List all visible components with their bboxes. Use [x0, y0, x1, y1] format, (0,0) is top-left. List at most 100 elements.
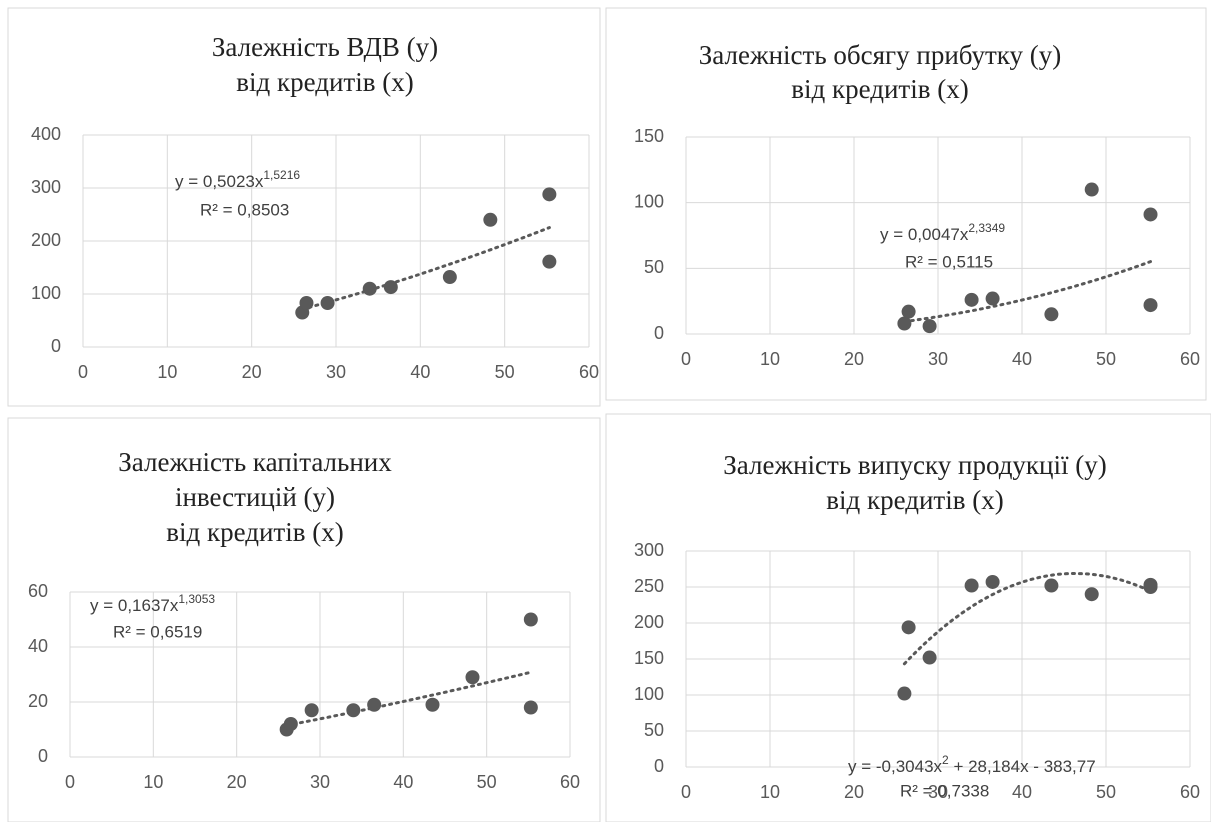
data-point [964, 292, 979, 307]
x-tick-label: 20 [242, 362, 262, 382]
x-tick-label: 50 [495, 362, 515, 382]
data-point [897, 316, 912, 331]
x-tick-label: 10 [760, 349, 780, 369]
x-tick-label: 40 [1012, 782, 1032, 802]
y-tick-label: 60 [28, 581, 48, 601]
y-tick-label: 100 [634, 684, 664, 704]
x-tick-label: 60 [1180, 782, 1200, 802]
y-tick-label: 200 [634, 612, 664, 632]
chart-frame [7, 417, 601, 822]
equation-part: y = 0,5023x [175, 172, 264, 191]
data-point [922, 650, 937, 665]
data-point [283, 717, 298, 731]
chart-panel: Залежність обсягу прибутку (у) від кредит… [605, 7, 1207, 401]
data-point [1143, 298, 1158, 313]
x-tick-label: 40 [1012, 349, 1032, 369]
x-tick-label: 20 [844, 349, 864, 369]
x-tick-label: 60 [560, 772, 580, 792]
trendline-equation: y = 0,5023x1,5216 [175, 168, 300, 191]
data-point [523, 700, 538, 715]
data-point [1044, 578, 1059, 593]
data-point [346, 703, 361, 718]
y-tick-label: 200 [31, 230, 61, 250]
x-tick-label: 10 [157, 362, 177, 382]
data-point [465, 670, 480, 685]
data-point [985, 574, 1000, 589]
x-tick-label: 50 [477, 772, 497, 792]
trendline-equation: y = 0,0047x2,3349 [880, 221, 1005, 244]
chart-title: від кредитів (х) [236, 67, 413, 97]
x-tick-label: 0 [78, 362, 88, 382]
trendline [902, 260, 1152, 324]
y-tick-label: 150 [634, 648, 664, 668]
x-tick-label: 20 [844, 782, 864, 802]
x-tick-label: 30 [326, 362, 346, 382]
y-tick-label: 40 [28, 636, 48, 656]
data-point [483, 212, 498, 227]
trendline-equation: y = 0,1637x1,3053 [90, 592, 215, 615]
y-tick-label: 20 [28, 691, 48, 711]
data-point [320, 296, 335, 311]
data-point [1084, 587, 1099, 602]
data-point [901, 620, 916, 635]
equation-part: 1,5216 [263, 168, 300, 182]
data-point [367, 697, 382, 712]
chart-panel: Залежність капітальних інвестицій (у) від … [7, 417, 601, 822]
equation-part: 1,3053 [178, 592, 215, 606]
equation-part: y = 0,0047x [880, 225, 969, 244]
x-tick-label: 0 [681, 782, 691, 802]
equation-part: 2 [942, 753, 949, 767]
data-point [383, 280, 398, 295]
data-point [299, 296, 314, 311]
y-tick-label: 0 [654, 323, 664, 343]
x-tick-label: 30 [928, 782, 948, 802]
y-tick-label: 100 [31, 283, 61, 303]
data-point [523, 612, 538, 627]
equation-part: + 28,184x - 383,77 [949, 757, 1096, 776]
data-point [442, 270, 457, 285]
chart-panel: Залежність ВДВ (у)від кредитів (х)010020… [7, 7, 601, 407]
x-tick-label: 40 [393, 772, 413, 792]
y-tick-label: 0 [38, 746, 48, 766]
data-point [897, 686, 912, 701]
chart-title: Залежність обсягу прибутку (у) [699, 40, 1062, 70]
trendline [300, 226, 551, 311]
chart-frame [7, 7, 601, 407]
data-point [985, 291, 1000, 306]
data-point [362, 281, 377, 296]
chart-title: Залежність випуску продукції (у) [723, 450, 1106, 480]
x-tick-label: 10 [760, 782, 780, 802]
x-tick-label: 50 [1096, 349, 1116, 369]
x-tick-label: 0 [65, 772, 75, 792]
x-tick-label: 40 [410, 362, 430, 382]
trendline [902, 572, 1152, 666]
y-tick-label: 400 [31, 124, 61, 144]
x-tick-label: 60 [1180, 349, 1200, 369]
data-point [922, 319, 937, 334]
x-tick-label: 30 [928, 349, 948, 369]
equation-part: y = -0,3043x [848, 757, 943, 776]
y-tick-label: 300 [31, 177, 61, 197]
chart-panel: Залежність випуску продукції (у) від кред… [605, 413, 1211, 822]
trendline-equation: y = -0,3043x2 + 28,184x - 383,77 [848, 753, 1096, 776]
data-point [1044, 307, 1059, 322]
y-tick-label: 50 [644, 257, 664, 277]
chart-title: від кредитів (х) [166, 517, 343, 547]
r-squared: R² = 0,8503 [200, 200, 289, 219]
data-point [304, 703, 319, 718]
x-tick-label: 0 [681, 349, 691, 369]
r-squared: R² = 0,7338 [900, 781, 989, 800]
y-tick-label: 150 [634, 126, 664, 146]
data-point [901, 304, 916, 319]
r-squared: R² = 0,6519 [113, 622, 202, 641]
data-point [1143, 580, 1158, 594]
y-tick-label: 50 [644, 720, 664, 740]
x-tick-label: 30 [310, 772, 330, 792]
data-point [542, 254, 557, 269]
data-point [1084, 182, 1099, 197]
equation-part: y = 0,1637x [90, 596, 179, 615]
chart-title: від кредитів (х) [791, 74, 968, 104]
chart-frame [605, 413, 1211, 822]
data-point [964, 578, 979, 593]
